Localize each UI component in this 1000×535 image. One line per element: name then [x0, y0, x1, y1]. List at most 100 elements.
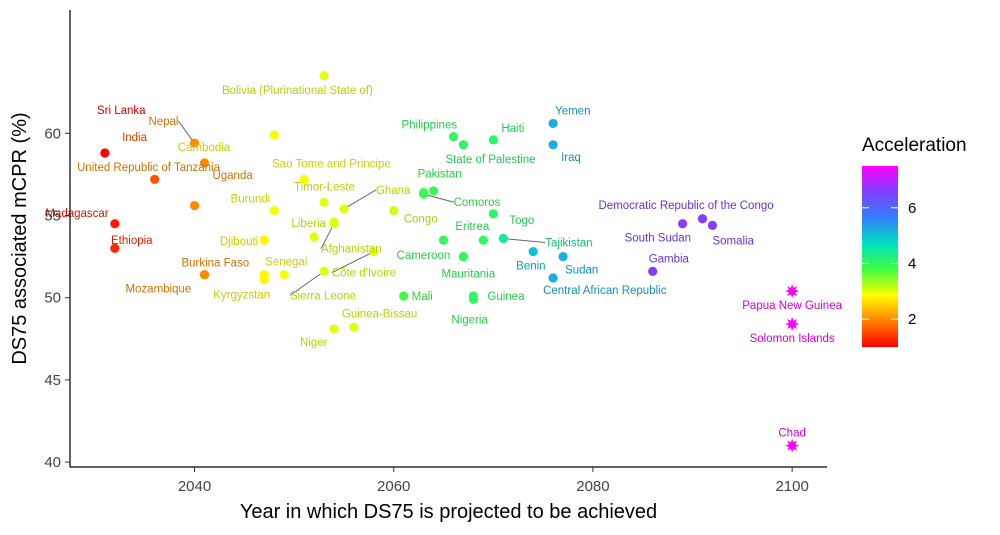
data-label: Togo: [509, 215, 534, 227]
data-label: Iraq: [561, 152, 581, 164]
data-label: Congo: [404, 214, 438, 226]
y-tick-label: 50: [44, 290, 61, 307]
data-label: Chad: [778, 428, 806, 440]
data-labels: Bolivia (Plurinational State of) Nepal Cam…: [45, 85, 842, 440]
data-point: [329, 219, 339, 229]
data-label: Papua New Guinea: [742, 300, 842, 312]
data-point: [448, 131, 459, 142]
data-point: [438, 235, 449, 245]
data-point: [648, 266, 658, 276]
data-label: Sudan: [565, 265, 598, 277]
data-label: Somalia: [712, 235, 754, 247]
data-point-star: [785, 284, 800, 299]
data-point: [319, 266, 329, 276]
x-tick-label: 2100: [775, 478, 808, 495]
axes: 2040 2060 2080 2100 40 45 50 55 60 Year in whic…: [9, 10, 827, 523]
data-label: Mauritania: [441, 269, 495, 281]
data-label: Timor-Leste: [294, 181, 355, 193]
label-connector: [289, 270, 325, 296]
data-point: [319, 71, 329, 81]
data-point: [548, 273, 558, 283]
legend-title: Acceleration: [862, 135, 967, 156]
data-point: [110, 243, 120, 253]
data-point: [199, 158, 210, 168]
colorbar-tick-label: 4: [908, 255, 916, 272]
colorbar-tick-label: 6: [908, 200, 916, 217]
data-point: [548, 118, 558, 129]
data-point: [349, 322, 359, 332]
data-point: [189, 138, 200, 148]
data-label: Madagascar: [45, 208, 108, 220]
data-point: [707, 220, 718, 230]
data-point: [558, 251, 568, 262]
y-tick-label: 55: [44, 207, 61, 224]
data-point-star: [785, 316, 800, 331]
x-tick-label: 2060: [377, 478, 410, 495]
data-label: United Republic of Tanzania: [77, 162, 221, 174]
data-point: [150, 174, 160, 184]
data-label: Democratic Republic of the Congo: [598, 200, 773, 212]
data-label: Senegal: [265, 257, 307, 269]
colorbar: [862, 166, 898, 347]
data-label: Eritrea: [455, 221, 489, 233]
data-label: Gambia: [649, 253, 690, 265]
y-axis-ticks: 40 45 50 55 60: [44, 125, 70, 471]
data-label: Guinea-Bissau: [342, 308, 417, 320]
data-point: [309, 232, 319, 242]
data-point: [299, 174, 309, 184]
data-label: Cambodia: [178, 142, 231, 154]
data-point: [389, 205, 399, 216]
data-point: [528, 247, 538, 257]
data-label: Solomon Islands: [750, 333, 835, 345]
data-point: [468, 294, 479, 304]
data-label: Philippines: [401, 120, 457, 132]
data-point: [339, 204, 349, 214]
data-label: Sierra Leone: [290, 290, 356, 302]
data-point: [677, 219, 688, 229]
label-connector: [343, 189, 377, 210]
label-connector: [331, 251, 375, 274]
y-tick-label: 60: [44, 125, 61, 142]
data-point: [548, 140, 558, 150]
data-point: [269, 205, 279, 216]
data-label: Djibouti: [220, 236, 258, 248]
colorbar-ticks: 2 4 6: [862, 200, 916, 328]
x-axis-ticks: 2040 2060 2080 2100: [178, 467, 809, 495]
data-point: [697, 214, 708, 224]
x-tick-label: 2080: [576, 478, 609, 495]
y-axis-title: DS75 associated mCPR (%): [9, 112, 31, 364]
data-label: Yemen: [555, 105, 590, 117]
data-label: Côte d'Ivoire: [332, 268, 396, 280]
data-point: [418, 189, 429, 199]
y-tick-label: 40: [44, 454, 61, 471]
data-point: [259, 270, 269, 280]
data-point: [100, 148, 110, 158]
data-label: Mozambique: [125, 284, 191, 296]
data-label: Pakistan: [418, 168, 462, 180]
data-label: Liberia: [291, 218, 326, 230]
data-label: Bolivia (Plurinational State of): [222, 85, 373, 97]
data-label: Nigeria: [451, 314, 488, 326]
data-label: Comoros: [454, 197, 501, 209]
label-connectors: [178, 120, 546, 296]
data-label: Tajikistan: [545, 238, 592, 250]
data-point: [319, 197, 329, 207]
data-point: [399, 291, 409, 301]
label-connector: [320, 223, 335, 249]
data-label: Kyrgyzstan: [213, 290, 270, 302]
data-point: [488, 135, 498, 145]
data-point: [269, 130, 279, 140]
data-point: [428, 186, 439, 196]
colorbar-tick-label: 2: [908, 311, 916, 328]
data-label: Central African Republic: [543, 285, 667, 297]
data-label: Ghana: [376, 185, 411, 197]
data-label: Benin: [516, 261, 545, 273]
data-label: Haiti: [501, 123, 524, 135]
data-label: Mali: [412, 291, 433, 303]
data-point: [498, 233, 508, 244]
data-label: Nepal: [148, 116, 178, 128]
data-label: Uganda: [212, 170, 253, 182]
data-label: India: [122, 132, 148, 144]
x-tick-label: 2040: [178, 478, 211, 495]
